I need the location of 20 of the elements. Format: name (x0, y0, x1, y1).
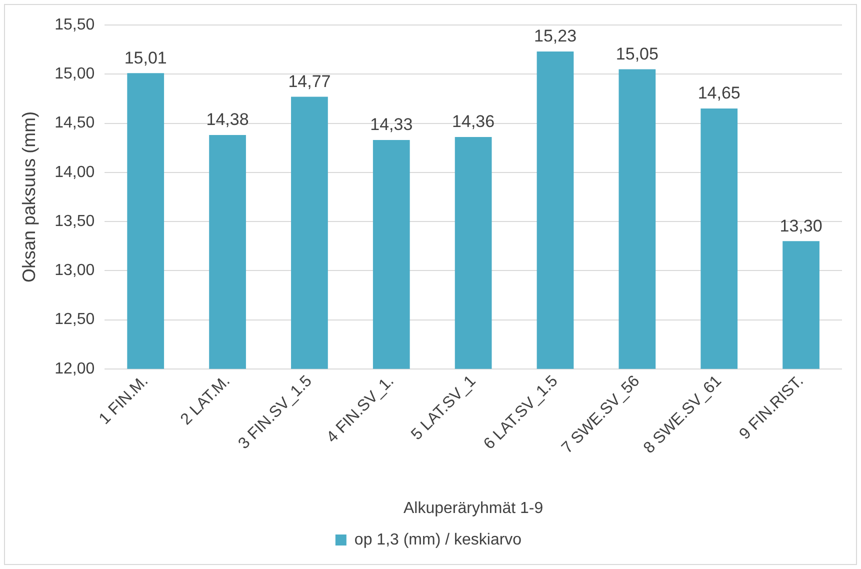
y-tick-label: 13,50 (54, 212, 95, 230)
data-label: 15,23 (534, 26, 577, 46)
data-label: 14,36 (452, 112, 495, 132)
y-tick-label: 15,00 (54, 66, 95, 83)
data-label: 14,38 (206, 110, 249, 130)
y-tick-label: 13,00 (54, 262, 95, 280)
legend-label: op 1,3 (mm) / keskiarvo (354, 531, 522, 548)
y-tick-label: 12,50 (54, 311, 95, 328)
y-tick-label: 14,50 (54, 114, 95, 132)
y-tick-label: 14,00 (54, 164, 95, 181)
y-tick-label: 12,00 (54, 360, 95, 378)
y-axis-title: Oksan paksuus (mm) (18, 111, 39, 282)
data-label: 14,77 (288, 72, 331, 91)
data-label: 13,30 (780, 216, 822, 236)
data-label: 14,33 (370, 115, 413, 134)
y-tick-label: 15,50 (54, 16, 95, 34)
x-axis-title: Alkuperäryhmät 1-9 (404, 500, 544, 517)
data-label: 14,65 (698, 84, 740, 103)
data-label: 15,01 (124, 48, 167, 68)
data-label: 15,05 (616, 44, 658, 64)
